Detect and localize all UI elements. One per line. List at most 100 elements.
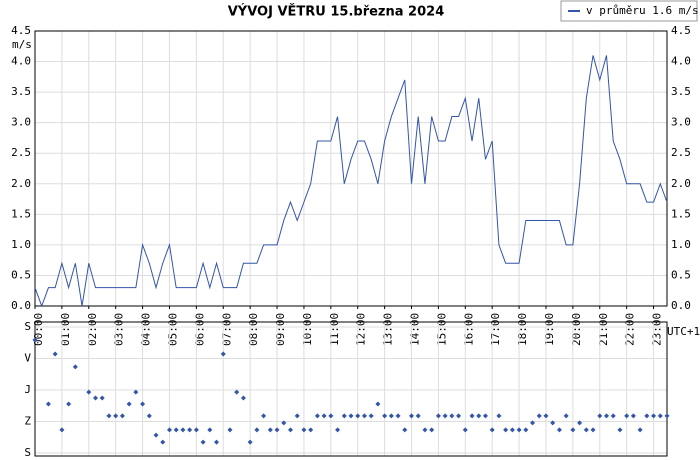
y-tick-label-right: 2.0 (671, 177, 691, 190)
y-tick-label: V (24, 352, 31, 365)
x-tick-label: 18:00 (516, 313, 529, 346)
x-tick-label: 06:00 (193, 313, 206, 346)
x-tick-label: 19:00 (543, 313, 556, 346)
y-unit: m/s (12, 38, 32, 51)
x-tick-label: 05:00 (166, 313, 179, 346)
point (72, 364, 78, 370)
point (556, 427, 562, 433)
point (254, 427, 260, 433)
point (543, 413, 549, 419)
point (193, 427, 199, 433)
point (140, 401, 146, 407)
x-tick-label: 14:00 (409, 313, 422, 346)
y-tick-label-right: 3.0 (671, 116, 691, 129)
point (335, 427, 341, 433)
y-tick-label: 2.0 (11, 177, 31, 190)
point (200, 439, 206, 445)
point (247, 439, 253, 445)
point (550, 420, 556, 426)
point (657, 413, 663, 419)
point (52, 351, 58, 357)
point (449, 413, 455, 419)
point (435, 413, 441, 419)
y-tick-label-right: 1.5 (671, 207, 691, 220)
y-tick-label: 4.0 (11, 55, 31, 68)
y-tick-label: 3.0 (11, 116, 31, 129)
point (482, 413, 488, 419)
y-tick-label: 1.0 (11, 238, 31, 251)
point (409, 413, 415, 419)
point (106, 413, 112, 419)
x-tick-label: 09:00 (274, 313, 287, 346)
point (45, 401, 51, 407)
x-tick-label: 13:00 (382, 313, 395, 346)
y-tick-label: 0.0 (11, 299, 31, 312)
point (597, 413, 603, 419)
point (220, 351, 226, 357)
point (267, 427, 273, 433)
point (294, 413, 300, 419)
point (610, 413, 616, 419)
x-tick-label: 11:00 (328, 313, 341, 346)
y-tick-label-right: 2.5 (671, 146, 691, 159)
point (274, 427, 280, 433)
x-tick-label: 07:00 (220, 313, 233, 346)
point (153, 432, 159, 438)
line (34, 55, 668, 308)
chart-title: VÝVOJ VĚTRU 15.března 2024 (228, 4, 445, 20)
y-tick-label: 0.5 (11, 268, 31, 281)
point (32, 337, 38, 343)
point (509, 427, 515, 433)
point (341, 413, 347, 419)
point (234, 389, 240, 395)
point (456, 413, 462, 419)
point (321, 413, 327, 419)
point (187, 427, 193, 433)
point (119, 413, 125, 419)
point (368, 413, 374, 419)
x-tick-label: 02:00 (86, 313, 99, 346)
point (422, 427, 428, 433)
point (590, 427, 596, 433)
point (402, 427, 408, 433)
point (173, 427, 179, 433)
point (348, 413, 354, 419)
point (375, 401, 381, 407)
point (516, 427, 522, 433)
x-tick-label: 03:00 (113, 313, 126, 346)
point (314, 413, 320, 419)
point (630, 413, 636, 419)
point (382, 413, 388, 419)
point (603, 413, 609, 419)
point (624, 413, 630, 419)
x-tick-label: 20:00 (570, 313, 583, 346)
y-tick-label: J (24, 383, 31, 396)
point (166, 427, 172, 433)
y-tick-label-right: 4.0 (671, 55, 691, 68)
x-tick-label: 22:00 (624, 313, 637, 346)
point (308, 427, 314, 433)
point (617, 427, 623, 433)
point (287, 427, 293, 433)
y-tick-label-right: 3.5 (671, 85, 691, 98)
point (301, 427, 307, 433)
point (281, 420, 287, 426)
point (93, 395, 99, 401)
y-tick-label: S (24, 446, 31, 459)
plot-frame (34, 321, 668, 457)
legend-label: v průměru 1.6 m/s (586, 4, 699, 17)
x-tick-label: 17:00 (489, 313, 502, 346)
y-tick-label: S (24, 320, 31, 333)
point (388, 413, 394, 419)
point (133, 389, 139, 395)
x-tick-label: 23:00 (651, 313, 664, 346)
point (651, 413, 657, 419)
point (113, 413, 119, 419)
point (86, 389, 92, 395)
point (583, 427, 589, 433)
x-tick-label: 12:00 (355, 313, 368, 346)
point (146, 413, 152, 419)
point (415, 413, 421, 419)
point (59, 427, 65, 433)
point (66, 401, 72, 407)
